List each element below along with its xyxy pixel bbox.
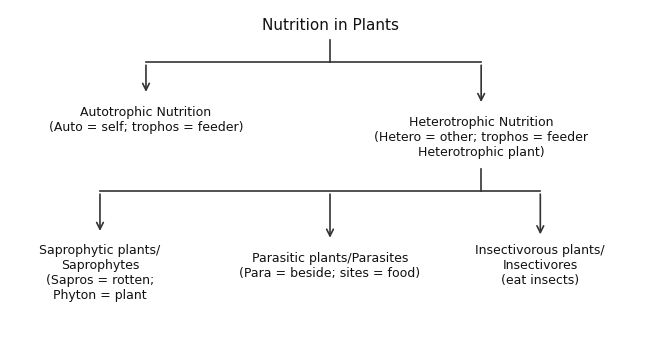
Text: Nutrition in Plants: Nutrition in Plants	[261, 18, 399, 32]
Text: Autotrophic Nutrition
(Auto = self; trophos = feeder): Autotrophic Nutrition (Auto = self; trop…	[49, 106, 244, 134]
Text: Parasitic plants/Parasites
(Para = beside; sites = food): Parasitic plants/Parasites (Para = besid…	[240, 252, 420, 280]
Text: Saprophytic plants/
Saprophytes
(Sapros = rotten;
Phyton = plant: Saprophytic plants/ Saprophytes (Sapros …	[40, 244, 160, 302]
Text: Insectivorous plants/
Insectivores
(eat insects): Insectivorous plants/ Insectivores (eat …	[475, 245, 605, 288]
Text: Heterotrophic Nutrition
(Hetero = other; trophos = feeder
Heterotrophic plant): Heterotrophic Nutrition (Hetero = other;…	[374, 116, 588, 159]
